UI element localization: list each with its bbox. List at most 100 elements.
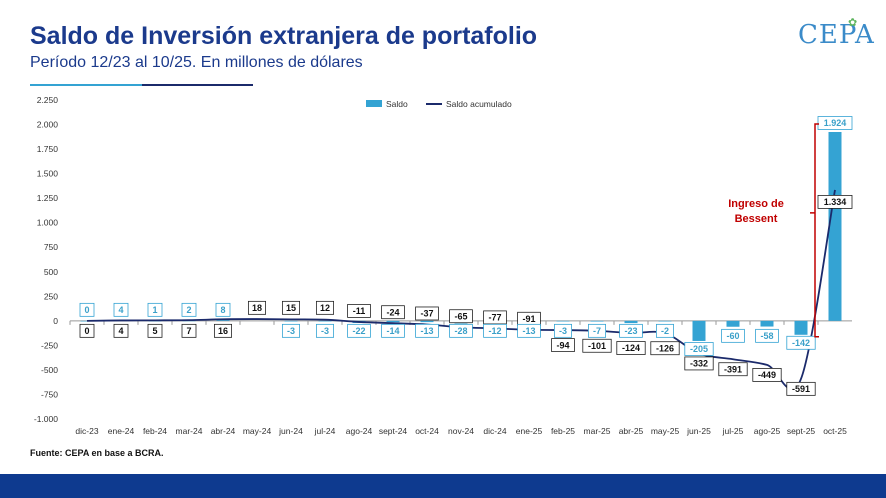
- saldo-data-label: 1.924: [824, 118, 847, 128]
- cumulative-data-label: 4: [118, 326, 123, 336]
- cumulative-data-label: 0: [84, 326, 89, 336]
- saldo-data-label: -3: [287, 326, 295, 336]
- cumulative-data-label-box: [181, 323, 197, 338]
- legend-saldo-swatch: [366, 100, 382, 107]
- y-tick-label: -1.000: [34, 414, 58, 424]
- saldo-data-label-box: [113, 302, 129, 317]
- saldo-data-label: 4: [118, 305, 123, 315]
- cumulative-data-label: 16: [218, 326, 228, 336]
- cumulative-data-label-box: [213, 323, 232, 338]
- saldo-data-label: -3: [321, 326, 329, 336]
- y-tick-label: -500: [41, 365, 58, 375]
- x-tick-label: ene-24: [108, 426, 135, 436]
- cumulative-data-label: 7: [186, 326, 191, 336]
- bar-saldo: [386, 320, 400, 323]
- cumulative-data-label: -77: [488, 313, 501, 323]
- annotation-text-line1: Ingreso de: [728, 198, 784, 210]
- y-tick-label: 2.250: [37, 95, 59, 105]
- cumulative-data-label-box: [752, 368, 782, 382]
- saldo-data-label-box: [554, 323, 573, 338]
- saldo-data-label-box: [786, 335, 816, 350]
- cumulative-data-label: 18: [252, 303, 262, 313]
- saldo-data-label-box: [656, 323, 675, 338]
- saldo-data-label: 2: [186, 305, 191, 315]
- saldo-data-label: -13: [522, 326, 535, 336]
- x-tick-label: dic-24: [483, 426, 506, 436]
- legend-saldo-label: Saldo: [386, 99, 408, 109]
- saldo-data-label: -12: [488, 326, 501, 336]
- x-tick-label: dic-23: [75, 426, 98, 436]
- saldo-data-label: -3: [559, 326, 567, 336]
- bar-saldo: [658, 320, 672, 322]
- saldo-data-label: -7: [593, 326, 601, 336]
- saldo-data-label-box: [147, 302, 163, 317]
- cumulative-data-label: -94: [556, 340, 569, 350]
- x-tick-label: sept-25: [787, 426, 816, 436]
- cumulative-data-label: -24: [386, 307, 399, 317]
- saldo-data-label: 1: [152, 305, 157, 315]
- y-tick-label: 250: [44, 291, 58, 301]
- saldo-data-label: -28: [454, 326, 467, 336]
- cumulative-data-label-box: [817, 195, 853, 209]
- saldo-data-label-box: [181, 302, 197, 317]
- x-tick-label: feb-25: [551, 426, 575, 436]
- saldo-data-label-box: [449, 323, 473, 338]
- saldo-data-label-box: [817, 116, 853, 130]
- legend-acumulado-label: Saldo acumulado: [446, 99, 512, 109]
- cumulative-data-label-box: [381, 305, 405, 320]
- cumulative-data-label-box: [347, 304, 371, 318]
- y-tick-label: 2.000: [37, 120, 59, 130]
- saldo-data-label-box: [347, 323, 371, 338]
- cumulative-data-label-box: [315, 300, 334, 315]
- x-tick-label: oct-24: [415, 426, 439, 436]
- x-tick-label: jul-25: [722, 426, 744, 436]
- cumulative-data-label-box: [718, 362, 748, 377]
- x-tick-label: may-24: [243, 426, 272, 436]
- bar-saldo: [794, 320, 808, 335]
- saldo-data-label: -13: [420, 326, 433, 336]
- page-subtitle: Período 12/23 al 10/25. En millones de d…: [30, 54, 363, 71]
- bar-saldo: [420, 320, 434, 323]
- saldo-data-label-box: [721, 328, 745, 343]
- saldo-data-label-box: [619, 323, 643, 338]
- cumulative-data-label-box: [415, 306, 439, 321]
- source-note: Fuente: CEPA en base a BCRA.: [30, 448, 164, 458]
- saldo-data-label: -205: [690, 344, 708, 354]
- bar-saldo: [828, 131, 842, 321]
- bar-saldo: [216, 320, 230, 321]
- x-tick-label: mar-25: [584, 426, 611, 436]
- cumulative-data-label-box: [616, 341, 646, 355]
- footer-bar: [0, 474, 886, 498]
- saldo-data-label-box: [215, 302, 231, 317]
- saldo-data-label-box: [415, 323, 439, 338]
- cumulative-data-label: -391: [724, 364, 742, 374]
- bar-saldo: [318, 320, 332, 322]
- cumulative-data-label-box: [684, 356, 714, 371]
- saldo-data-label-box: [755, 328, 779, 343]
- x-tick-label: ago-25: [754, 426, 781, 436]
- cumulative-data-label-box: [247, 300, 266, 315]
- cumulative-data-label: -591: [792, 384, 810, 394]
- bar-saldo: [556, 320, 570, 322]
- cumulative-data-label: -65: [454, 311, 467, 321]
- bar-saldo: [284, 320, 298, 322]
- x-tick-label: jun-25: [686, 426, 711, 436]
- x-tick-label: jul-24: [314, 426, 336, 436]
- x-tick-label: abr-24: [211, 426, 236, 436]
- x-tick-label: abr-25: [619, 426, 644, 436]
- cumulative-data-label: 12: [320, 303, 330, 313]
- saldo-data-label: 8: [220, 305, 225, 315]
- bar-saldo: [624, 320, 638, 324]
- saldo-data-label-box: [483, 323, 507, 338]
- x-tick-label: may-25: [651, 426, 680, 436]
- cumulative-data-label: 15: [286, 303, 296, 313]
- x-tick-label: ene-25: [516, 426, 543, 436]
- annotation-bracket: [814, 123, 819, 338]
- saldo-data-label: -22: [352, 326, 365, 336]
- saldo-data-label: 0: [84, 305, 89, 315]
- cumulative-data-label: -449: [758, 370, 776, 380]
- page-title: Saldo de Inversión extranjera de portafo…: [30, 22, 538, 50]
- saldo-data-label: -23: [624, 326, 637, 336]
- saldo-data-label-box: [281, 323, 300, 338]
- saldo-data-label-box: [517, 323, 541, 338]
